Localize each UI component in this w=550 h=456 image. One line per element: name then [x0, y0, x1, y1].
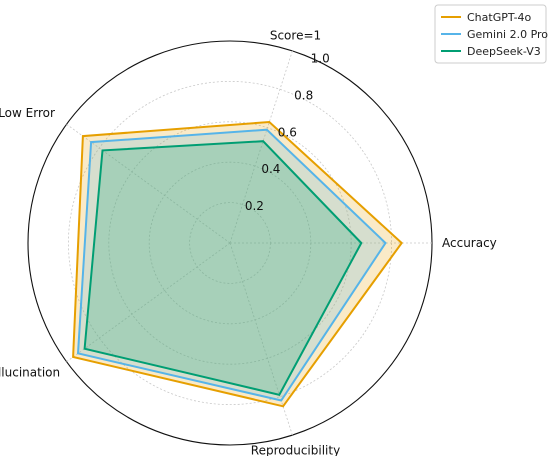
- series-fill: [84, 141, 362, 395]
- series-line: [76, 128, 387, 402]
- grid-layer: [27, 40, 433, 446]
- radial-tick-label: 0.6: [278, 125, 297, 139]
- radial-tick-label: 1.0: [311, 52, 330, 66]
- axis-spoke: [66, 242, 231, 363]
- axis-spoke: [66, 123, 231, 244]
- series-layer: [72, 120, 404, 408]
- legend-label: Gemini 2.0 Pro: [467, 28, 548, 41]
- axis-label: Accuracy: [442, 236, 497, 250]
- series-line: [83, 140, 363, 396]
- series-line: [72, 120, 404, 408]
- radial-tick-label: 0.2: [245, 199, 264, 213]
- legend-label: ChatGPT-4o: [467, 11, 532, 24]
- axis-label: Low Hallucination: [0, 365, 60, 379]
- series-fill: [73, 122, 402, 407]
- radial-tick-label: 0.4: [261, 162, 280, 176]
- legend-box: [434, 4, 547, 64]
- axis-spoke: [229, 242, 293, 436]
- radial-tick-label: 0.8: [294, 88, 313, 102]
- axis-label: Reproducibility: [251, 444, 340, 456]
- legend-label: DeepSeek-V3: [467, 45, 541, 58]
- legend: ChatGPT-4o Gemini 2.0 Pro DeepSeek-V3: [434, 4, 548, 64]
- label-layer: Accuracy Score=1 Low Error Low Hallucinatio…: [0, 28, 497, 456]
- series-fill: [78, 129, 386, 401]
- axis-label: Score=1: [270, 28, 321, 42]
- axis-label: Low Error: [0, 106, 55, 120]
- axis-spoke: [229, 50, 293, 244]
